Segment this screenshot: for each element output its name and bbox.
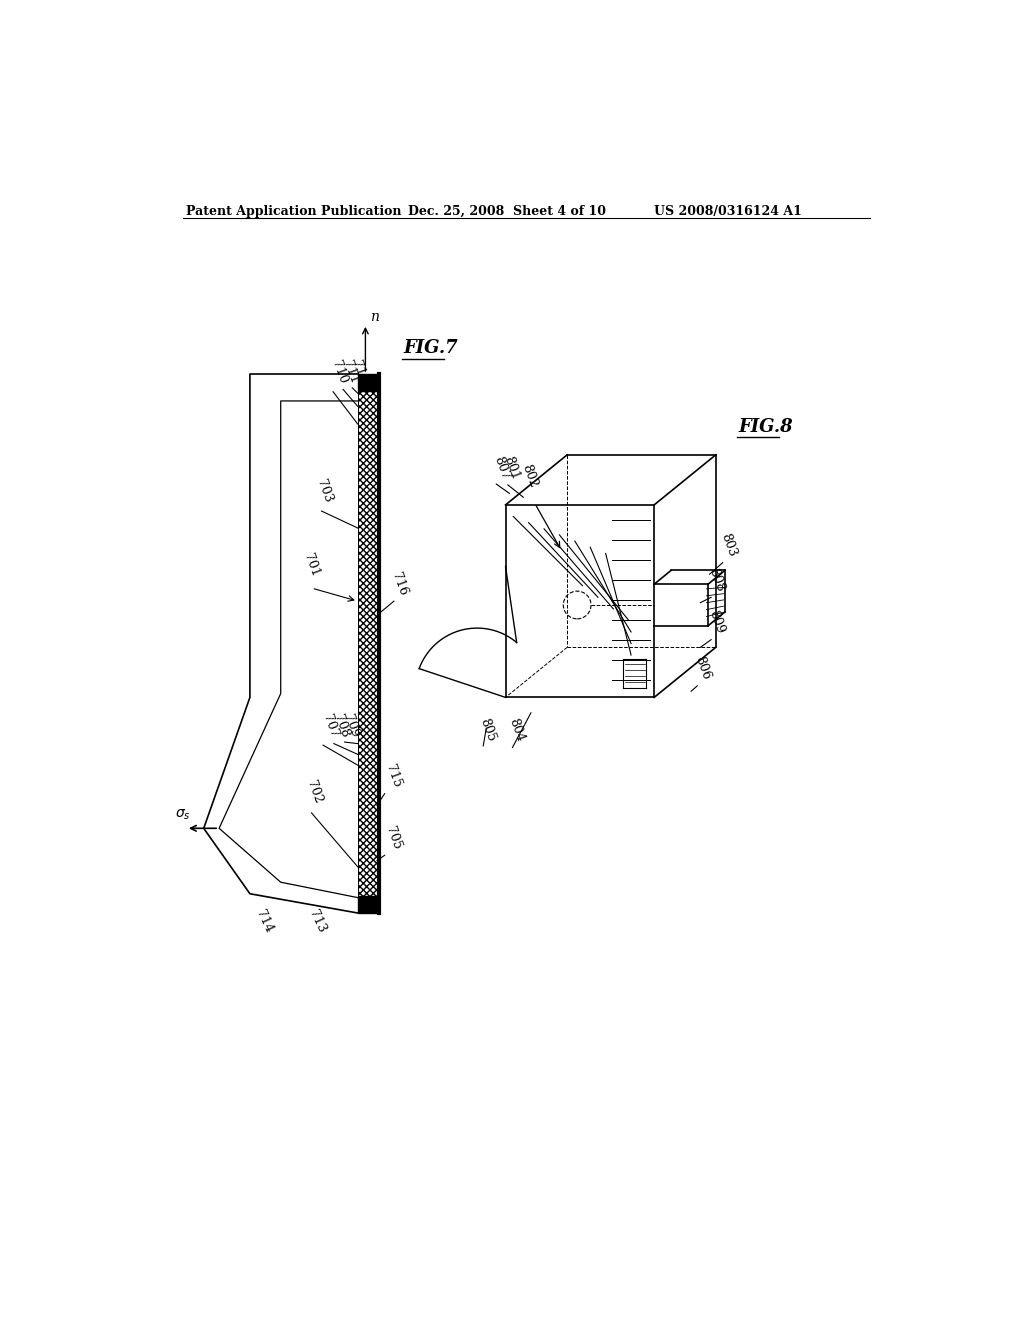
Text: 802: 802 (519, 462, 540, 490)
Text: 805: 805 (477, 717, 498, 743)
Text: FIG.7: FIG.7 (403, 339, 459, 358)
Text: 803: 803 (718, 532, 738, 558)
Text: 801: 801 (502, 455, 522, 482)
Text: 808: 808 (707, 566, 727, 594)
Text: 714: 714 (254, 908, 275, 936)
Text: 715: 715 (383, 763, 403, 789)
Text: 710: 710 (330, 359, 349, 385)
Text: 711: 711 (340, 359, 360, 385)
Text: n: n (370, 310, 379, 323)
Bar (357, 374, 377, 391)
Text: 807: 807 (490, 455, 511, 482)
Bar (357, 896, 377, 913)
Text: Dec. 25, 2008  Sheet 4 of 10: Dec. 25, 2008 Sheet 4 of 10 (408, 205, 606, 218)
Text: $\sigma_s$: $\sigma_s$ (175, 808, 190, 822)
Text: 701: 701 (301, 552, 322, 578)
Text: 804: 804 (506, 717, 526, 743)
Text: 703: 703 (313, 478, 334, 506)
Text: 806: 806 (692, 655, 713, 682)
Text: 705: 705 (383, 825, 403, 851)
Text: US 2008/0316124 A1: US 2008/0316124 A1 (654, 205, 802, 218)
Text: Patent Application Publication: Patent Application Publication (186, 205, 401, 218)
Text: 709: 709 (342, 713, 361, 739)
Text: 712: 712 (349, 359, 370, 385)
Text: 707: 707 (319, 713, 340, 739)
Text: 702: 702 (304, 779, 325, 805)
Text: 713: 713 (306, 908, 328, 936)
Text: 716: 716 (389, 570, 410, 598)
Text: 809: 809 (707, 609, 727, 636)
Text: FIG.8: FIG.8 (739, 417, 794, 436)
Bar (357, 391, 377, 896)
Text: 708: 708 (331, 713, 351, 739)
